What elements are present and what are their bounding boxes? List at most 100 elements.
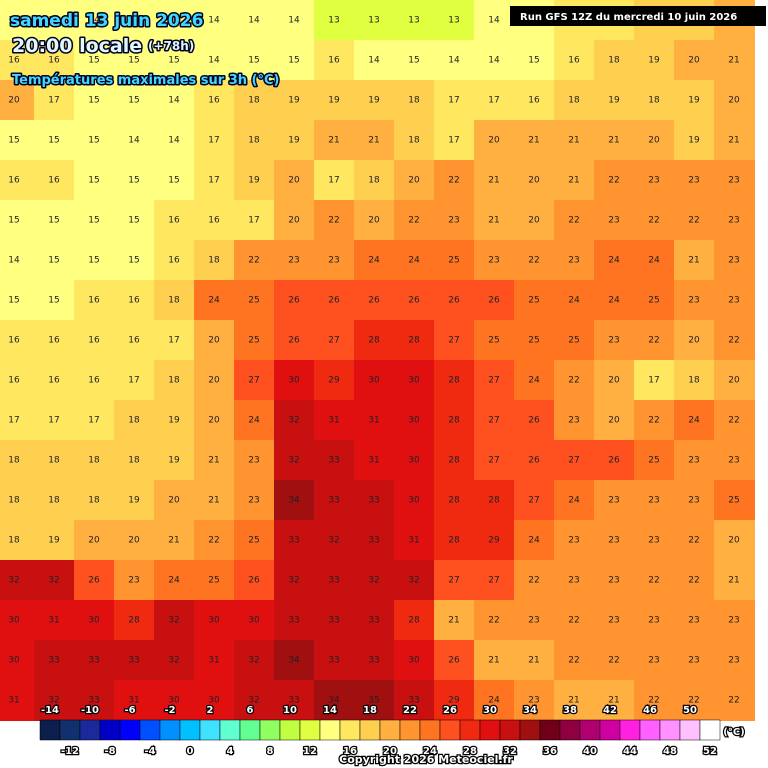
temperature-cell [594,680,635,721]
temperature-value: 19 [168,456,180,466]
temperature-value: 14 [168,96,180,106]
temperature-value: 29 [448,696,460,706]
temperature-cell [154,280,195,321]
legend-label: -2 [164,705,175,716]
temperature-cell [274,640,315,681]
temperature-cell [514,200,555,241]
temperature-cell [154,640,195,681]
temperature-value: 24 [528,376,540,386]
temperature-value: 15 [128,256,139,266]
temperature-cell [114,480,155,521]
temperature-value: 27 [568,456,579,466]
temperature-cell [594,480,635,521]
temperature-cell [194,640,235,681]
temperature-value: 25 [248,296,259,306]
temperature-value: 30 [408,496,420,506]
temperature-value: 17 [648,376,659,386]
temperature-value: 25 [488,336,499,346]
temperature-value: 20 [208,336,220,346]
temperature-value: 17 [248,216,259,226]
temperature-value: 27 [488,376,499,386]
temperature-cell [714,280,755,321]
temperature-value: 30 [288,376,300,386]
temperature-cell [434,280,475,321]
temperature-cell [434,160,475,201]
temperature-value: 16 [528,96,540,106]
temperature-value: 30 [368,376,380,386]
temperature-value: 28 [408,616,420,626]
temperature-value: 18 [248,96,260,106]
temperature-value: 14 [368,56,380,66]
temperature-cell [594,40,635,81]
temperature-cell [514,680,555,721]
temperature-value: 33 [288,616,299,626]
legend-label: 6 [247,705,254,716]
temperature-value: 15 [8,216,19,226]
temperature-value: 21 [448,616,459,626]
temperature-cell [434,200,475,241]
temperature-cell [274,320,315,361]
legend-swatch [99,719,121,741]
temperature-value: 18 [128,416,140,426]
temperature-cell [714,400,755,441]
legend-swatch [259,719,281,741]
temperature-cell [274,240,315,281]
temperature-cell [34,280,75,321]
temperature-cell [274,560,315,601]
legend-swatch [79,719,101,741]
temperature-cell [314,560,355,601]
temperature-cell [274,400,315,441]
temperature-value: 22 [688,696,699,706]
temperature-value: 16 [48,376,60,386]
temperature-value: 31 [128,696,139,706]
legend-swatch [319,719,341,741]
temperature-value: 16 [88,376,100,386]
legend-swatch [439,719,461,741]
temperature-value: 19 [328,96,340,106]
temperature-value: 32 [248,696,259,706]
temperature-value: 15 [168,56,179,66]
temperature-cell [514,120,555,161]
temperature-value: 20 [8,96,20,106]
temperature-value: 15 [88,56,99,66]
temperature-value: 28 [128,616,140,626]
temperature-value: 27 [488,416,499,426]
temperature-cell [594,640,635,681]
temperature-cell [114,0,155,41]
temperature-cell [554,40,595,81]
temperature-cell [554,600,595,641]
temperature-value: 16 [8,56,20,66]
temperature-value: 20 [368,216,380,226]
temperature-value: 32 [8,576,19,586]
temperature-cell [474,160,515,201]
temperature-value: 23 [568,576,579,586]
temperature-value: 22 [608,176,619,186]
temperature-value: 23 [128,576,139,586]
temperature-cell [554,160,595,201]
temperature-value: 26 [528,416,540,426]
temperature-cell [194,240,235,281]
temperature-cell [34,640,75,681]
temperature-cell [474,520,515,561]
temperature-cell [354,400,395,441]
temperature-cell [194,120,235,161]
temperature-cell [274,360,315,401]
temperature-value: 21 [728,576,739,586]
temperature-cell [394,40,435,81]
temperature-cell [594,120,635,161]
temperature-cell [674,560,715,601]
temperature-value: 18 [408,136,420,146]
temperature-cell [114,320,155,361]
temperature-value: 16 [8,376,20,386]
temperature-value: 21 [728,136,739,146]
temperature-cell [314,640,355,681]
temperature-value: 33 [368,616,379,626]
temperature-value: 23 [648,616,659,626]
temperature-cell [0,560,35,601]
legend-swatch [679,719,701,741]
temperature-cell [554,80,595,121]
temperature-cell [474,80,515,121]
temperature-cell [674,680,715,721]
legend-label: 14 [323,705,337,716]
